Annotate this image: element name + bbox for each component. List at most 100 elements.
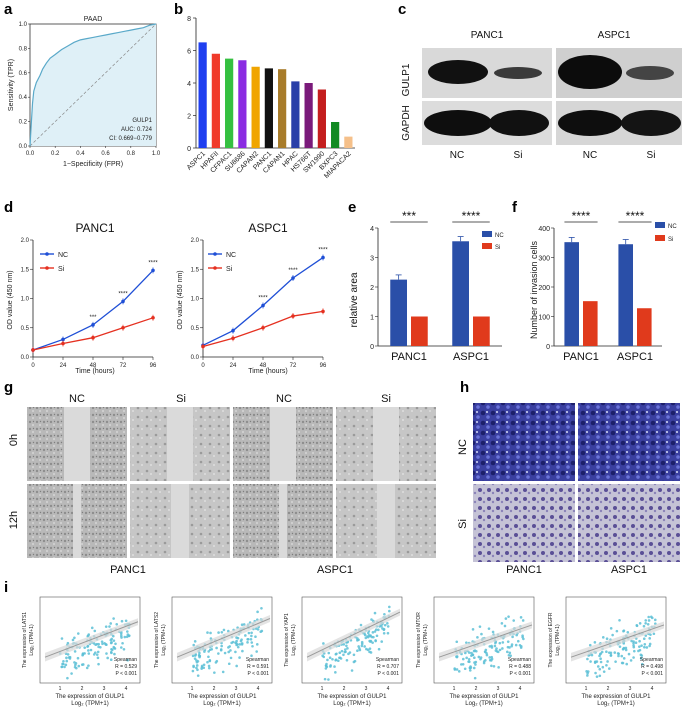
od-x-tick-label: 0 <box>201 363 205 369</box>
scatter-point <box>203 650 206 653</box>
transwell-panc1-si <box>473 484 575 562</box>
b-bar <box>211 53 220 148</box>
scatter-point <box>467 657 471 661</box>
scatter-point <box>192 643 196 647</box>
scatter-point <box>650 616 654 620</box>
od-y-tick-label: 1.5 <box>21 267 30 273</box>
scatter-point <box>112 639 116 642</box>
od-point <box>321 255 325 260</box>
bar-si <box>411 316 428 346</box>
wb-row-gulp1: GULP1 <box>401 63 412 96</box>
od-x-tick-label: 24 <box>60 363 67 369</box>
scatter-point <box>634 641 638 645</box>
b-y-tick-label: 0 <box>187 146 191 153</box>
scatter-point <box>97 645 100 649</box>
scatter-point <box>455 668 459 671</box>
scatter-ylabel-units: Log₂ (TPM+1) <box>29 624 35 656</box>
scatter-point <box>596 665 600 668</box>
scatter-point <box>356 649 359 653</box>
scatter-point <box>599 657 602 661</box>
scatter-point <box>609 653 613 657</box>
scatter-point <box>219 648 223 652</box>
scatter-point <box>388 609 391 613</box>
scatter-point <box>611 633 614 637</box>
scatter-point <box>638 639 641 643</box>
scatter-frame <box>39 596 141 684</box>
scatter-point <box>626 630 630 634</box>
scatter-point <box>221 670 225 674</box>
scatter-point <box>598 667 602 671</box>
od-significance: **** <box>148 260 158 266</box>
scatter-point <box>96 650 100 654</box>
scatter-point <box>128 634 131 637</box>
bar-y-tick-label: 0 <box>546 344 550 351</box>
scatter-point <box>250 641 254 644</box>
scatter-point <box>461 657 465 661</box>
od-point <box>231 336 235 341</box>
scatter-point <box>374 628 378 631</box>
od-y-tick-label: 0.0 <box>191 355 200 361</box>
scatter-point <box>488 658 492 662</box>
scatter-point <box>485 651 488 655</box>
roc-chart: PAAD 0.00.0 0.2 0.2 0.4 0.4 0.6 0.6 0.8 0.8 1.0 1.… <box>8 16 161 168</box>
scatter-point <box>588 643 592 647</box>
od-point <box>31 348 35 352</box>
b-y-tick-label: 6 <box>187 49 191 56</box>
scatter-point <box>470 651 473 655</box>
scatter-point <box>66 653 70 656</box>
scatter-point <box>100 640 104 643</box>
scatter-point <box>222 628 226 632</box>
roc-x-tick-label: 1.0 <box>152 151 161 157</box>
scatter-point <box>494 649 498 652</box>
scatter-point <box>126 630 129 633</box>
scatter-point <box>647 619 651 622</box>
od-y-tick-label: 0.5 <box>21 326 30 332</box>
scatter-x-tick-label: 2 <box>475 686 478 692</box>
od-point <box>61 337 65 342</box>
scatter-x-tick-label: 1 <box>585 686 588 692</box>
scatter-point <box>246 641 249 644</box>
scatter-method: Spearman <box>114 657 137 663</box>
scatter-point <box>501 641 505 644</box>
scatter-point <box>337 659 340 663</box>
scatter-point <box>457 670 461 673</box>
scatter-point <box>514 643 518 647</box>
scatter-point <box>254 635 257 639</box>
scatter-point <box>331 657 334 661</box>
bar-si <box>637 308 652 346</box>
scatter-point <box>114 642 117 646</box>
scatter-p: P < 0.001 <box>116 671 138 677</box>
b-bar <box>317 89 326 148</box>
scatter-point <box>382 631 386 635</box>
wb-row-gapdh: GAPDH <box>401 105 412 141</box>
scatter-point <box>217 652 220 655</box>
scatter-point <box>338 651 342 655</box>
scatter-point <box>120 636 123 639</box>
scatter-point <box>358 648 362 652</box>
scatter-point <box>193 657 197 660</box>
scatter-x-tick-label: 3 <box>235 686 238 692</box>
scatter-point <box>329 665 332 668</box>
scatter-point <box>76 656 80 660</box>
scatter-point <box>113 646 116 650</box>
panel-label-f: f <box>512 199 518 216</box>
bar-x-tick-label: PANC1 <box>563 351 599 363</box>
scatter-point <box>197 653 201 657</box>
transwell-row-nc: NC <box>457 439 469 455</box>
scatter-xlabel: The expression of GULP1 <box>581 694 651 700</box>
e-legend-nc: NC <box>495 233 504 239</box>
scatter-x-tick-label: 3 <box>103 686 106 692</box>
scatter-point <box>629 659 633 662</box>
wb-lane-si: Si <box>647 150 656 161</box>
scatter-point <box>511 635 514 639</box>
scatter-point <box>260 607 263 610</box>
scatter-point <box>64 663 68 667</box>
od-y-tick-label: 0.5 <box>191 326 200 332</box>
invasion-ylabel: Number of invasion cells <box>529 240 539 339</box>
scatter-point <box>240 638 243 641</box>
b-y-tick-label: 2 <box>187 114 191 121</box>
scatter-point <box>622 657 626 660</box>
scatter-point <box>607 651 611 654</box>
b-bar <box>278 69 287 148</box>
scatter-point <box>86 634 90 637</box>
